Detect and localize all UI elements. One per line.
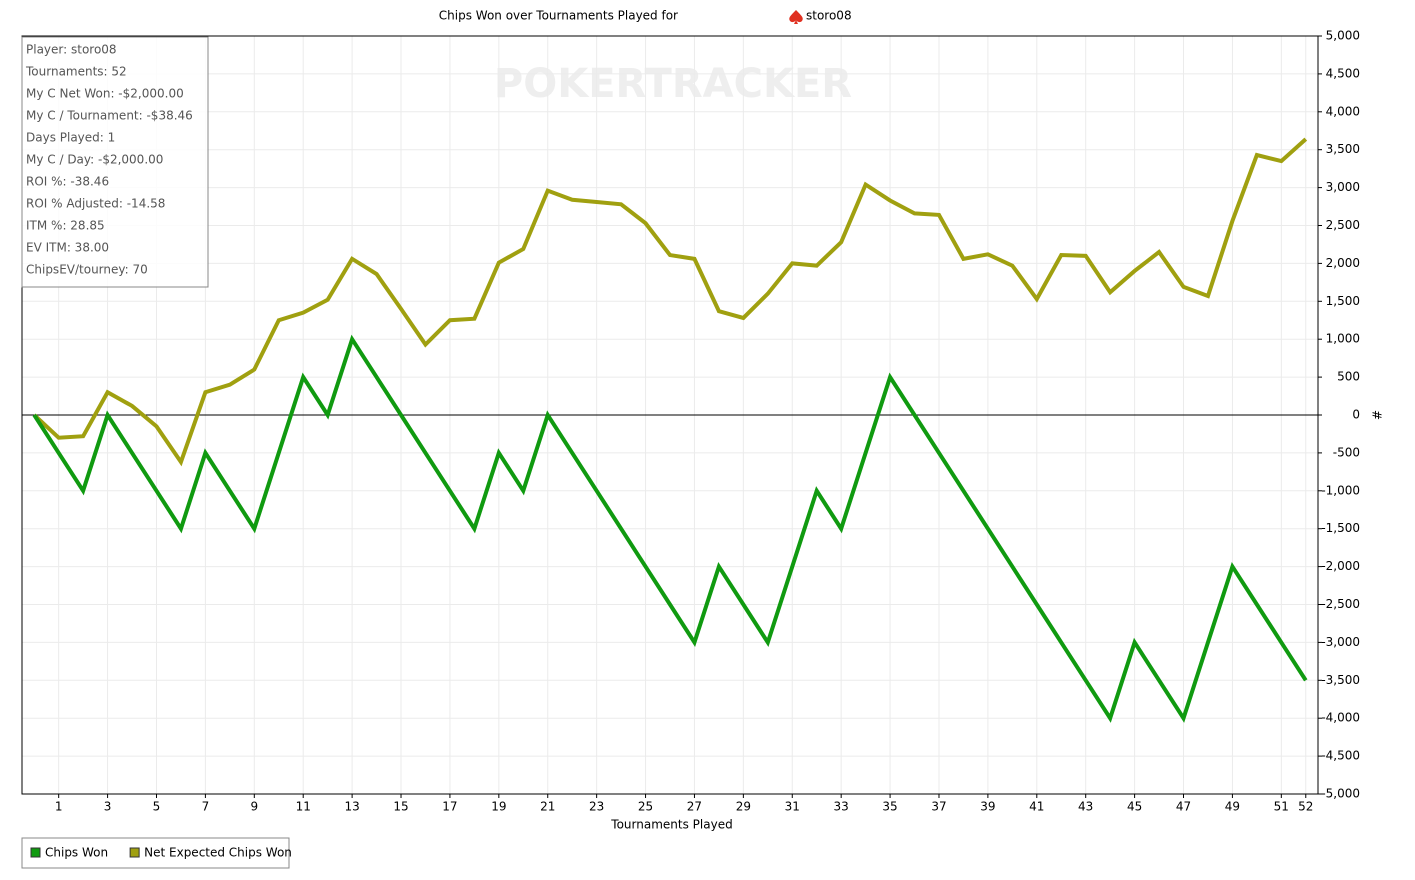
legend-swatch bbox=[129, 847, 140, 858]
x-tick-label: 49 bbox=[1225, 800, 1240, 814]
stat-text: ChipsEV/tourney: 70 bbox=[26, 263, 148, 277]
x-tick-label: 7 bbox=[202, 800, 210, 814]
y-tick-label: 500 bbox=[1337, 370, 1360, 384]
stat-text: My C Net Won: -$2,000.00 bbox=[26, 87, 184, 101]
y-tick-label: 2,000 bbox=[1326, 256, 1360, 270]
y-tick-label: -5,000 bbox=[1321, 787, 1360, 801]
series-line bbox=[32, 334, 1308, 723]
y-tick-label: -1,000 bbox=[1321, 483, 1360, 497]
stat-text: ROI % Adjusted: -14.58 bbox=[26, 197, 165, 211]
chart-title-player: storo08 bbox=[806, 9, 852, 23]
y-tick-label: 5,000 bbox=[1326, 29, 1360, 43]
x-tick-label: 37 bbox=[931, 800, 946, 814]
stat-text: My C / Day: -$2,000.00 bbox=[26, 153, 163, 167]
x-tick-label: 13 bbox=[344, 800, 359, 814]
legend-label: Chips Won bbox=[45, 846, 108, 860]
x-tick-label: 9 bbox=[250, 800, 258, 814]
stat-text: Days Played: 1 bbox=[26, 131, 115, 145]
y-tick-label: -500 bbox=[1333, 445, 1360, 459]
spade-icon bbox=[789, 10, 803, 24]
x-tick-label: 33 bbox=[834, 800, 849, 814]
y-tick-label: 3,500 bbox=[1326, 142, 1360, 156]
x-tick-label: 23 bbox=[589, 800, 604, 814]
y-tick-label: -4,500 bbox=[1321, 749, 1360, 763]
y-tick-label: 1,500 bbox=[1326, 294, 1360, 308]
x-tick-label: 27 bbox=[687, 800, 702, 814]
legend-box bbox=[21, 837, 290, 869]
stat-text: EV ITM: 38.00 bbox=[26, 241, 109, 255]
stat-text: ROI %: -38.46 bbox=[26, 175, 109, 189]
stat-text: ITM %: 28.85 bbox=[26, 219, 105, 233]
x-tick-label: 29 bbox=[736, 800, 751, 814]
y-tick-label: 4,000 bbox=[1326, 104, 1360, 118]
legend-swatch bbox=[30, 847, 41, 858]
y-tick-label: -1,500 bbox=[1321, 521, 1360, 535]
chart-title: Chips Won over Tournaments Played for bbox=[439, 9, 678, 23]
x-tick-label: 19 bbox=[491, 800, 506, 814]
y-tick-label: 1,000 bbox=[1326, 332, 1360, 346]
stat-text: Player: storo08 bbox=[26, 43, 117, 57]
y-tick-label: 2,500 bbox=[1326, 218, 1360, 232]
y-tick-label: -2,500 bbox=[1321, 597, 1360, 611]
x-tick-label: 17 bbox=[442, 800, 457, 814]
x-tick-label: 47 bbox=[1176, 800, 1191, 814]
x-tick-label: 41 bbox=[1029, 800, 1044, 814]
x-axis-label: Tournaments Played bbox=[610, 818, 732, 832]
x-tick-label: 43 bbox=[1078, 800, 1093, 814]
x-tick-label: 25 bbox=[638, 800, 653, 814]
y-tick-label: -3,500 bbox=[1321, 673, 1360, 687]
x-tick-label: 52 bbox=[1298, 800, 1313, 814]
y-tick-label: -4,000 bbox=[1321, 711, 1360, 725]
stat-text: My C / Tournament: -$38.46 bbox=[26, 109, 193, 123]
y-tick-label: -2,000 bbox=[1321, 559, 1360, 573]
y-tick-label: 4,500 bbox=[1326, 66, 1360, 80]
x-tick-label: 5 bbox=[153, 800, 161, 814]
y-tick-label: 0 bbox=[1352, 408, 1360, 422]
x-tick-label: 39 bbox=[980, 800, 995, 814]
x-tick-label: 3 bbox=[104, 800, 112, 814]
x-tick-label: 31 bbox=[785, 800, 800, 814]
x-tick-label: 21 bbox=[540, 800, 555, 814]
y-axis-label: # bbox=[1370, 410, 1384, 420]
legend-label: Net Expected Chips Won bbox=[144, 846, 292, 860]
x-tick-label: 1 bbox=[55, 800, 63, 814]
stat-text: Tournaments: 52 bbox=[25, 65, 127, 79]
y-tick-label: -3,000 bbox=[1321, 635, 1360, 649]
x-tick-label: 35 bbox=[882, 800, 897, 814]
x-tick-label: 15 bbox=[393, 800, 408, 814]
x-tick-label: 45 bbox=[1127, 800, 1142, 814]
x-tick-label: 51 bbox=[1274, 800, 1289, 814]
stats-box bbox=[21, 36, 209, 288]
series-line bbox=[32, 137, 1308, 467]
x-tick-label: 11 bbox=[296, 800, 311, 814]
y-tick-label: 3,000 bbox=[1326, 180, 1360, 194]
